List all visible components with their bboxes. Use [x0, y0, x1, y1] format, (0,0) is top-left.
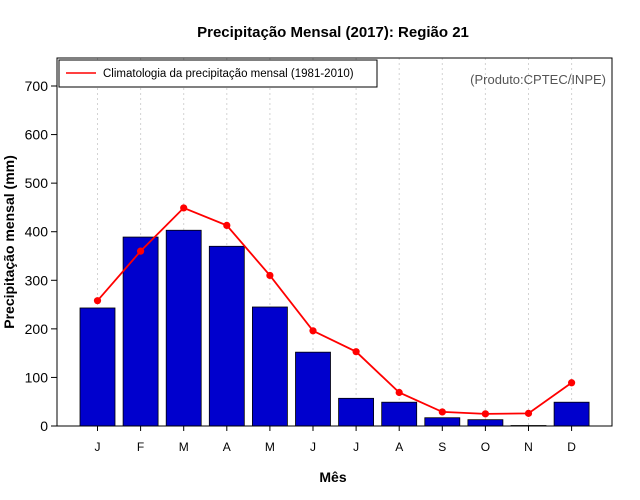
y-tick-label: 400	[25, 224, 49, 240]
x-tick-label: A	[223, 440, 231, 454]
climatology-point-8	[438, 408, 446, 416]
y-axis-label: Precipitação mensal (mm)	[1, 155, 17, 329]
chart-title: Precipitação Mensal (2017): Região 21	[197, 24, 469, 41]
bar-6	[338, 397, 375, 427]
climatology-point-5	[309, 327, 317, 335]
x-tick-label: D	[567, 440, 576, 454]
x-axis-label: Mês	[319, 469, 346, 485]
y-axis: 0 100 200 300 400 500 600 700	[25, 78, 57, 434]
climatology-point-0	[93, 297, 102, 305]
climatology-point-11	[568, 379, 576, 387]
x-tick-label: F	[137, 440, 144, 454]
bar-3	[208, 245, 245, 427]
y-tick-label: 200	[25, 321, 49, 337]
x-tick-label: O	[481, 440, 490, 454]
climatology-point-9	[481, 410, 489, 418]
climatology-point-1	[137, 247, 145, 255]
climatology-point-7	[395, 388, 403, 397]
bar-11	[553, 401, 590, 427]
x-tick-label: J	[353, 440, 359, 454]
bar-4	[251, 306, 288, 427]
bar-2	[165, 229, 202, 427]
legend: Climatologia da precipitação mensal (198…	[58, 59, 378, 88]
legend-label: Climatologia da precipitação mensal (198…	[103, 68, 354, 80]
y-tick-label: 700	[25, 78, 49, 94]
climatology-point-4	[266, 271, 274, 280]
y-tick-label: 500	[25, 175, 49, 191]
bar-5	[295, 351, 331, 427]
climatology-line	[96, 206, 573, 415]
x-tick-label: J	[310, 440, 316, 454]
climatology-point-10	[524, 409, 533, 417]
y-tick-label: 0	[40, 418, 48, 434]
plot-frame	[56, 57, 613, 427]
y-tick-label: 600	[25, 127, 49, 143]
x-tick-label: A	[395, 440, 403, 454]
bars-layer	[79, 229, 590, 427]
climatology-point-3	[223, 221, 231, 229]
bar-8	[424, 417, 461, 427]
climatology-point-6	[352, 348, 360, 356]
bar-9	[467, 419, 504, 427]
bar-7	[381, 401, 418, 427]
y-tick-label: 100	[25, 369, 49, 385]
climatology-point-2	[180, 204, 188, 212]
x-tick-label: S	[438, 440, 446, 454]
climatology-line-layer	[93, 204, 576, 418]
x-tick-label: J	[95, 440, 101, 454]
bar-0	[79, 307, 116, 427]
legend-box	[58, 59, 378, 88]
source-credit: (Produto:CPTEC/INPE)	[470, 72, 606, 87]
bar-1	[122, 236, 159, 427]
x-tick-label: M	[265, 440, 275, 454]
x-tick-label: M	[179, 440, 189, 454]
y-tick-label: 300	[25, 272, 49, 288]
x-tick-label: N	[524, 440, 533, 454]
